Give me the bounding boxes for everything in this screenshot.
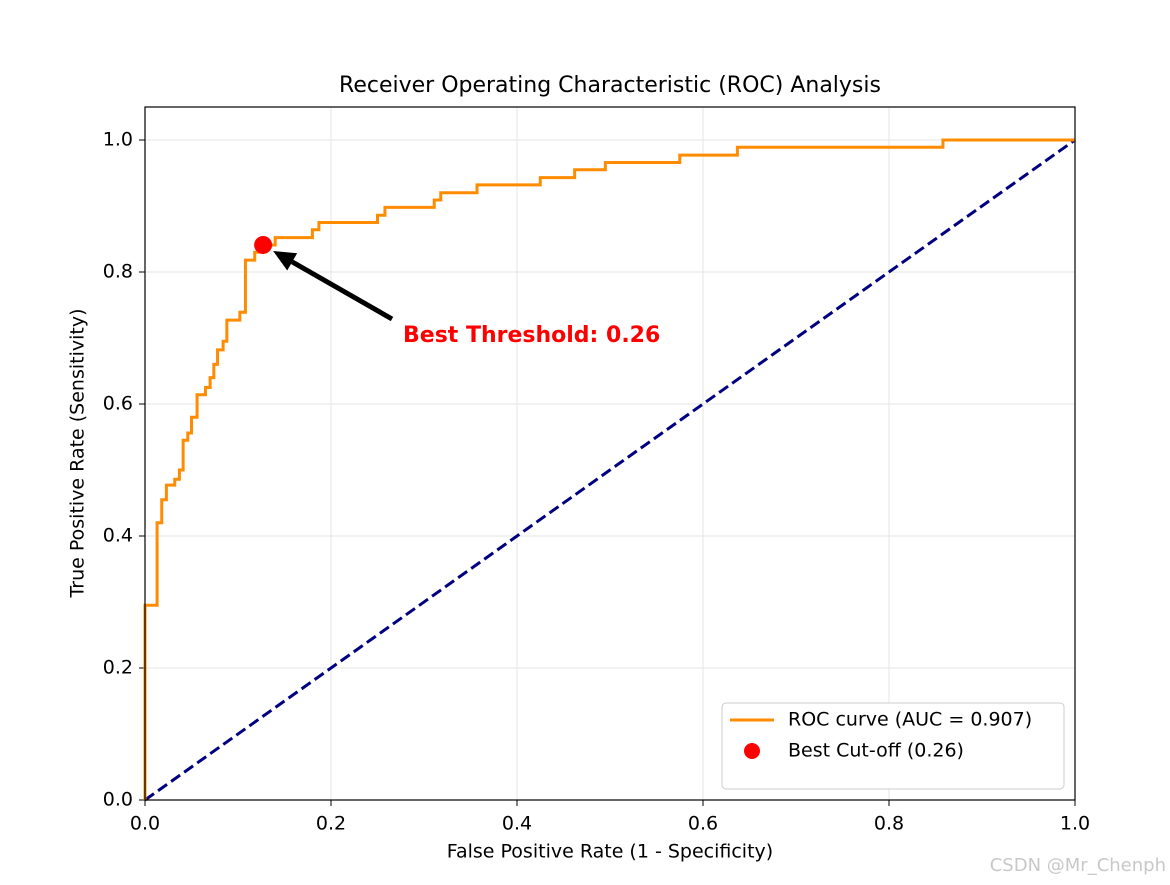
watermark: CSDN @Mr_Chenph [990, 855, 1166, 876]
y-tick-label: 0.4 [103, 525, 133, 547]
annotation-arrow [290, 259, 394, 322]
annotation: Best Threshold: 0.26 [403, 323, 660, 348]
x-tick-label: 0.6 [688, 813, 718, 835]
legend-label: Best Cut-off (0.26) [788, 740, 964, 762]
line [144, 138, 1076, 802]
x-tick-label: 0.0 [130, 813, 160, 835]
y-axis-label: True Positive Rate (Sensitivity) [67, 308, 89, 598]
y-tick-label: 0.2 [103, 657, 133, 679]
legend-swatch [744, 743, 760, 759]
annotation-arrowhead [273, 250, 298, 271]
line [143, 138, 1075, 800]
legend-label: ROC curve (AUC = 0.907) [788, 709, 1032, 731]
x-tick-label: 1.0 [1060, 813, 1090, 835]
y-tick-label: 0.0 [103, 789, 133, 811]
y-tick-label: 1.0 [103, 129, 133, 151]
plot-frame [144, 106, 1076, 801]
chart-title: Receiver Operating Characteristic (ROC) … [339, 73, 881, 98]
y-tick-label: 0.6 [103, 393, 133, 415]
legend-box [721, 702, 1065, 790]
x-tick-label: 0.4 [502, 813, 532, 835]
x-tick-label: 0.2 [316, 813, 346, 835]
point [254, 235, 273, 254]
x-axis-label: False Positive Rate (1 - Specificity) [447, 841, 773, 863]
y-tick-label: 0.8 [103, 261, 133, 283]
x-tick-label: 0.8 [874, 813, 904, 835]
